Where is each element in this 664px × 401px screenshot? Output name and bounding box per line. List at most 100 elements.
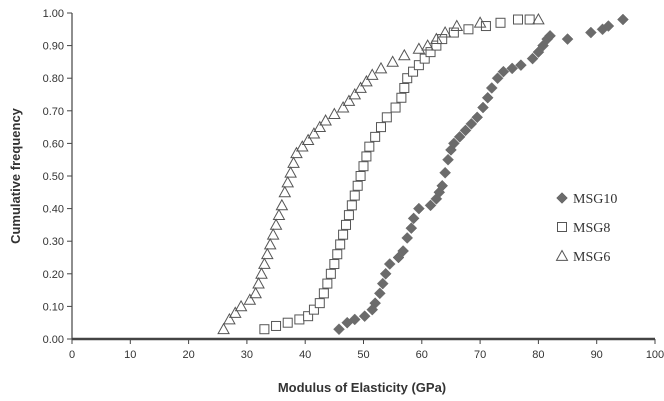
point-msg6 — [249, 286, 262, 299]
point-msg8 — [332, 249, 343, 260]
point-msg6 — [252, 277, 265, 289]
point-msg6 — [532, 12, 545, 25]
point-msg6 — [336, 101, 350, 113]
point-msg6 — [438, 26, 452, 38]
x-axis-title: Modulus of Elasticity (GPa) — [278, 380, 446, 395]
y-tick-label: 0.70 — [43, 106, 64, 118]
point-msg6 — [217, 322, 230, 335]
point-msg6 — [284, 166, 297, 178]
point-msg6 — [412, 42, 426, 54]
legend-label-msg10: MSG10 — [573, 192, 617, 207]
x-tick-label: 80 — [532, 349, 544, 361]
legend-label-msg8: MSG8 — [573, 221, 610, 236]
y-tick-label: 0.10 — [43, 301, 64, 313]
point-msg8 — [329, 259, 340, 270]
point-msg10 — [485, 82, 498, 94]
point-msg8 — [480, 21, 491, 32]
y-tick-label: 0.30 — [43, 236, 64, 248]
point-msg6 — [287, 156, 300, 168]
x-tick-label: 10 — [124, 349, 136, 361]
y-axis-ticks: 0.00 0.10 0.20 0.30 0.40 0.50 0.60 0.70 0.80 0.90… — [43, 8, 72, 346]
point-msg8 — [349, 190, 360, 201]
point-msg8 — [335, 239, 346, 250]
point-msg8 — [495, 17, 506, 28]
point-msg8 — [408, 66, 419, 77]
point-msg10 — [379, 267, 392, 280]
y-tick-label: 0.40 — [43, 204, 64, 216]
y-tick-label: 0.60 — [43, 138, 64, 150]
legend-label-msg6: MSG6 — [573, 250, 610, 265]
point-msg10 — [465, 117, 478, 130]
point-msg8 — [325, 268, 336, 279]
point-msg10 — [442, 153, 454, 166]
point-msg10 — [602, 20, 615, 32]
point-msg8 — [294, 314, 305, 325]
point-msg8 — [355, 171, 366, 181]
point-msg10 — [369, 297, 382, 309]
point-msg10 — [491, 72, 504, 85]
x-tick-label: 20 — [182, 349, 194, 361]
series-layer — [217, 12, 629, 336]
point-msg8 — [338, 229, 349, 240]
point-msg10 — [585, 26, 597, 39]
point-msg10 — [515, 59, 527, 72]
point-msg6 — [307, 127, 321, 139]
point-msg8 — [375, 122, 386, 133]
legend: MSG10 MSG8 MSG6 — [555, 192, 617, 265]
y-tick-label: 0.20 — [43, 269, 64, 281]
point-msg6 — [421, 39, 434, 51]
point-msg10 — [561, 33, 574, 45]
point-msg8 — [396, 92, 407, 103]
legend-marker-msg10 — [556, 192, 568, 204]
point-msg6 — [374, 61, 388, 74]
x-tick-label: 40 — [299, 349, 311, 361]
point-msg8 — [308, 304, 319, 315]
point-msg6 — [255, 267, 268, 279]
point-msg8 — [431, 40, 442, 51]
x-tick-label: 100 — [646, 349, 664, 361]
point-msg10 — [373, 287, 386, 300]
point-msg8 — [322, 278, 333, 289]
point-msg6 — [295, 140, 309, 152]
point-msg10 — [424, 199, 437, 212]
point-msg6 — [365, 68, 379, 80]
point-msg10 — [471, 111, 484, 124]
point-msg10 — [413, 202, 425, 215]
point-msg10 — [477, 101, 489, 114]
x-tick-label: 50 — [357, 349, 369, 361]
point-msg6 — [234, 299, 248, 312]
point-msg6 — [223, 312, 236, 325]
point-msg8 — [361, 151, 372, 162]
point-msg10 — [497, 65, 510, 78]
point-msg8 — [370, 131, 381, 142]
point-msg8 — [341, 219, 352, 230]
point-msg6 — [263, 237, 277, 250]
series-msg10 — [333, 13, 629, 336]
point-msg10 — [348, 313, 361, 326]
point-msg8 — [259, 324, 270, 335]
point-msg10 — [358, 310, 371, 323]
y-axis-title: Cumulative frequency — [8, 107, 23, 244]
point-msg10 — [526, 52, 539, 65]
point-msg8 — [512, 14, 523, 25]
point-msg10 — [544, 29, 556, 42]
point-msg6 — [275, 198, 289, 211]
point-msg8 — [343, 210, 354, 221]
point-msg8 — [271, 320, 282, 331]
point-msg10 — [481, 91, 494, 104]
point-msg8 — [314, 298, 325, 309]
point-msg10 — [436, 179, 449, 192]
point-msg6 — [319, 114, 332, 126]
point-msg10 — [383, 258, 396, 270]
point-msg6 — [342, 94, 356, 106]
point-msg6 — [278, 185, 292, 198]
point-msg6 — [290, 146, 303, 159]
point-msg8 — [364, 141, 375, 152]
point-msg10 — [506, 62, 519, 75]
x-tick-label: 70 — [474, 349, 486, 361]
point-msg10 — [405, 222, 418, 235]
point-msg10 — [617, 13, 629, 26]
point-msg10 — [397, 245, 409, 257]
y-tick-label: 1.00 — [43, 8, 64, 20]
point-msg8 — [352, 180, 363, 191]
